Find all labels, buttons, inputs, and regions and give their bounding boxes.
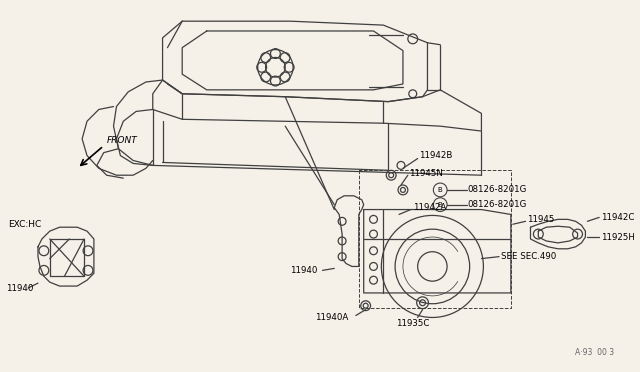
Text: EXC:HC: EXC:HC: [8, 220, 42, 229]
Text: B: B: [438, 187, 443, 193]
Text: 11940: 11940: [6, 283, 33, 292]
Text: B: B: [438, 202, 443, 208]
Text: 11942B: 11942B: [419, 151, 452, 160]
Text: 11940: 11940: [290, 266, 317, 275]
Text: 11942A: 11942A: [413, 203, 446, 212]
Text: SEE SEC.490: SEE SEC.490: [501, 252, 556, 261]
Text: 11940A: 11940A: [315, 313, 348, 322]
Text: 11945N: 11945N: [409, 169, 443, 178]
Text: 08126-8201G: 08126-8201G: [468, 200, 527, 209]
Text: 11942C: 11942C: [601, 213, 634, 222]
Text: A·93  00 3: A·93 00 3: [575, 348, 614, 357]
Text: FRONT: FRONT: [107, 137, 138, 145]
Text: 11935C: 11935C: [396, 319, 429, 328]
Text: 11945: 11945: [527, 215, 554, 224]
Text: 08126-8201G: 08126-8201G: [468, 185, 527, 195]
Text: 11925H: 11925H: [601, 232, 635, 241]
